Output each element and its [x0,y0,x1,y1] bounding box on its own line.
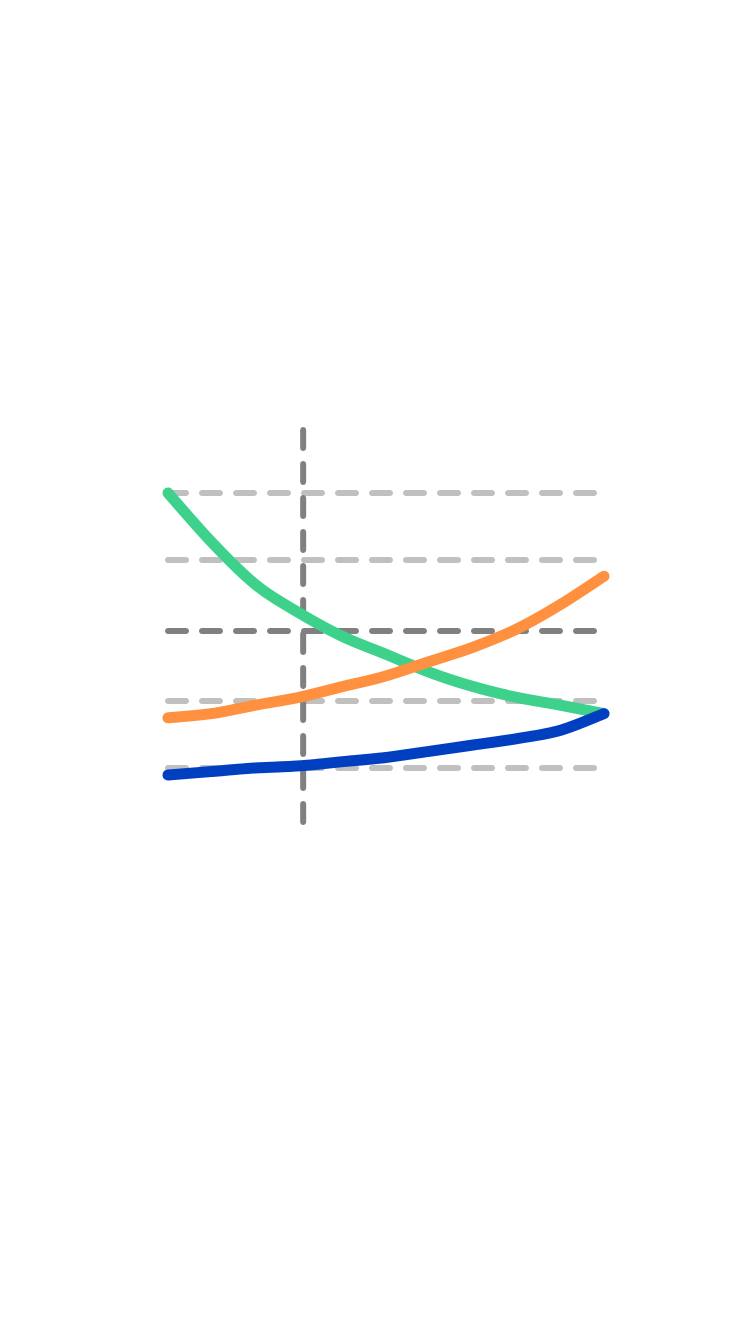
series-line-0 [162,487,610,720]
series-lines [162,487,610,781]
reference-lines [165,427,607,833]
series-line-2 [162,708,610,781]
series-line-1 [162,570,610,724]
